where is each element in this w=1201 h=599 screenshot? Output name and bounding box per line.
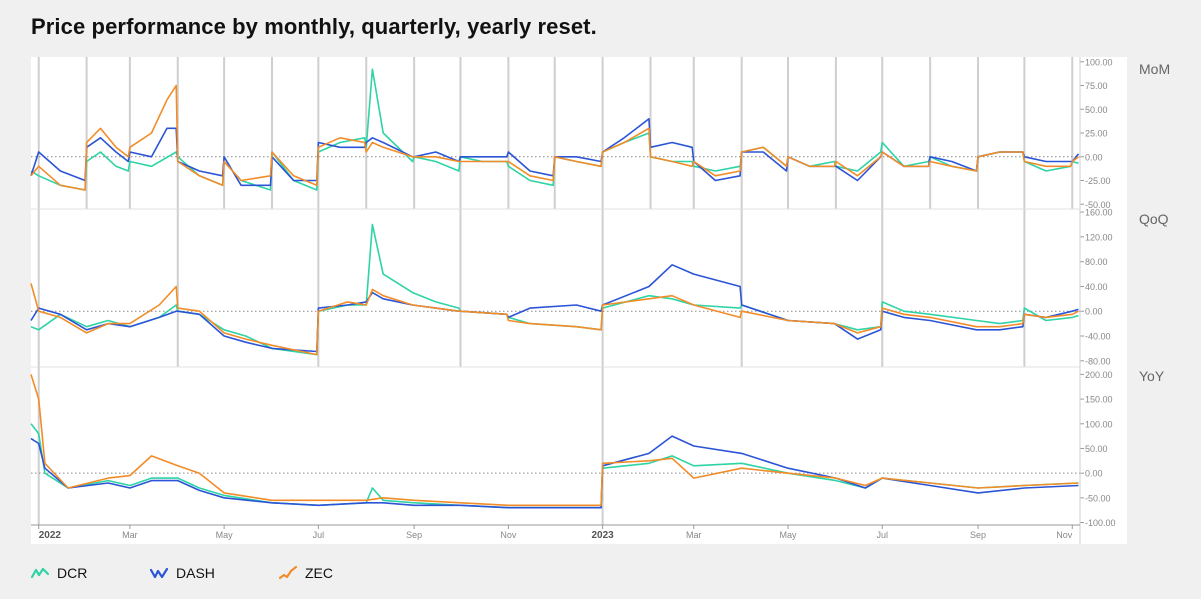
legend-item-dcr[interactable]: DCR	[31, 562, 87, 584]
chart-title: Price performance by monthly, quarterly,…	[31, 14, 597, 39]
y-tick-label-mom-2: 50.00	[1085, 105, 1108, 115]
series-line-dash-yoy	[30, 435, 1079, 509]
series-line-zec-yoy	[30, 374, 1079, 507]
y-tick-label-mom-3: 25.00	[1085, 129, 1108, 139]
legend-label-dcr: DCR	[57, 565, 88, 581]
y-tick-label-mom-1: 75.00	[1085, 81, 1108, 91]
y-tick-label-yoy-4: 0.00	[1085, 469, 1103, 479]
legend-item-zec[interactable]: ZEC	[279, 562, 333, 584]
series-line-dcr-mom	[30, 68, 1079, 191]
series-line-zec-qoq	[30, 283, 1079, 356]
y-tick-label-mom-6: -50.00	[1085, 200, 1111, 210]
x-axis: 2022 Mar May Jul Sep Nov 2023 Mar May Jul Sep Nov	[31, 524, 1080, 541]
y-tick-label-yoy-3: 50.00	[1085, 444, 1108, 454]
x-tick-label-9: Jul	[876, 530, 888, 540]
y-tick-label-mom-5: -25.00	[1085, 176, 1111, 186]
y-tick-label-yoy-2: 100.00	[1085, 419, 1113, 429]
legend-item-dash[interactable]: DASH	[150, 562, 215, 584]
x-tick-label-7: Mar	[686, 530, 702, 540]
y-tick-label-yoy-1: 150.00	[1085, 395, 1113, 405]
dash-line-icon	[150, 567, 168, 579]
y-tick-label-qoq-3: 40.00	[1085, 282, 1108, 292]
zec-line-icon	[279, 565, 297, 580]
x-tick-label-4: Sep	[406, 530, 422, 540]
x-tick-label-2: May	[216, 530, 234, 540]
chart-panels: 100.00 75.00 50.00 25.00 0.00 -25.00 -50.00 MoM…	[30, 57, 1170, 544]
x-tick-label-1: Mar	[122, 530, 138, 540]
x-tick-label-5: Nov	[500, 530, 517, 540]
y-tick-label-yoy-6: -100.00	[1085, 518, 1116, 528]
y-tick-label-mom-4: 0.00	[1085, 152, 1103, 162]
chart-background	[31, 57, 1127, 544]
y-tick-label-qoq-0: 160.00	[1085, 208, 1113, 218]
panel-title-yoy: YoY	[1139, 368, 1165, 384]
y-tick-label-qoq-4: 0.00	[1085, 307, 1103, 317]
x-tick-label-0: 2022	[39, 530, 62, 541]
panel-title-qoq: QoQ	[1139, 211, 1169, 227]
y-tick-label-mom-0: 100.00	[1085, 57, 1113, 67]
legend-label-dash: DASH	[176, 565, 215, 581]
x-tick-label-6: 2023	[591, 530, 614, 541]
y-tick-label-qoq-1: 120.00	[1085, 232, 1113, 242]
panel-title-mom: MoM	[1139, 61, 1170, 77]
y-tick-label-qoq-5: -40.00	[1085, 332, 1111, 342]
y-tick-label-yoy-0: 200.00	[1085, 370, 1113, 380]
y-tick-label-qoq-6: -80.00	[1085, 356, 1111, 366]
series-line-zec-mom	[30, 84, 1079, 191]
x-tick-label-8: May	[780, 530, 798, 540]
x-tick-label-11: Nov	[1056, 530, 1073, 540]
y-tick-label-yoy-5: -50.00	[1085, 493, 1111, 503]
y-tick-label-qoq-2: 80.00	[1085, 257, 1108, 267]
legend-label-zec: ZEC	[305, 565, 333, 581]
dcr-line-icon	[31, 567, 49, 579]
x-tick-label-10: Sep	[970, 530, 986, 540]
x-tick-label-3: Jul	[313, 530, 325, 540]
